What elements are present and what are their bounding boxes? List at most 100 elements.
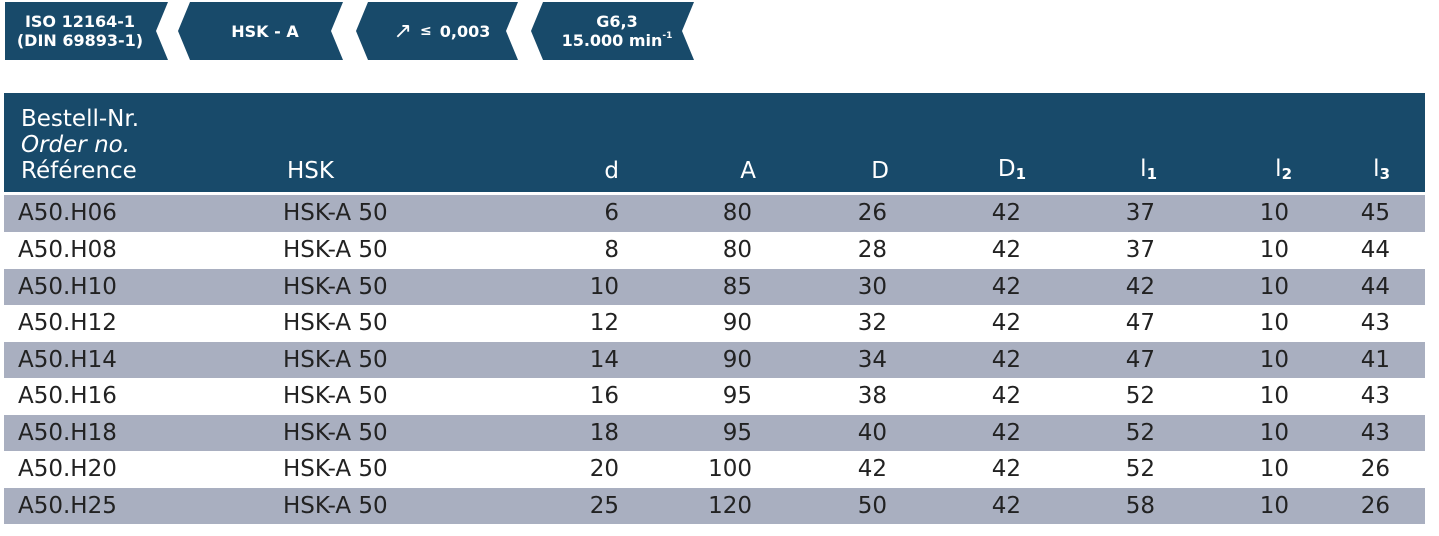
header-l3-label: l: [1373, 156, 1380, 182]
runout-arrow-icon: ↗: [393, 18, 413, 44]
cell-ref: A50.H08: [18, 237, 117, 264]
table-row: A50.H20 HSK-A 50 20 100 42 42 52 10 26: [4, 450, 1425, 487]
cell-D: 32: [857, 310, 887, 337]
header-divider: [4, 192, 1425, 195]
cell-hsk: HSK-A 50: [283, 237, 388, 264]
cell-D1: 42: [991, 346, 1021, 373]
badge-hsk-label: HSK - A: [231, 21, 299, 41]
badge-shape-hsk: [178, 2, 343, 60]
cell-hsk: HSK-A 50: [283, 346, 388, 373]
header-l2-label: l: [1275, 156, 1282, 182]
table-row: A50.H14 HSK-A 50 14 90 34 42 47 10 41: [4, 341, 1425, 378]
cell-D1: 42: [991, 310, 1021, 337]
cell-ref: A50.H25: [18, 492, 117, 519]
table-row: A50.H18 HSK-A 50 18 95 40 42 52 10 43: [4, 414, 1425, 451]
cell-l2: 10: [1259, 273, 1289, 300]
cell-d: 16: [589, 383, 619, 410]
cell-l2: 10: [1259, 346, 1289, 373]
cell-D1: 42: [991, 273, 1021, 300]
cell-D1: 42: [991, 383, 1021, 410]
header-l3: l3: [1373, 156, 1390, 184]
cell-l2: 10: [1259, 492, 1289, 519]
header-l3-sub: 3: [1379, 165, 1390, 183]
cell-d: 20: [589, 456, 619, 483]
table-row: A50.H25 HSK-A 50 25 120 50 42 58 10 26: [4, 487, 1425, 524]
cell-l3: 43: [1360, 310, 1390, 337]
cell-A: 80: [722, 200, 752, 227]
cell-D: 42: [857, 456, 887, 483]
cell-l3: 41: [1360, 346, 1390, 373]
cell-hsk: HSK-A 50: [283, 456, 388, 483]
badge-shapes: [5, 2, 694, 60]
header-l2-sub: 2: [1281, 165, 1292, 183]
cell-l1: 52: [1125, 383, 1155, 410]
header-ref-de: Bestell-Nr.: [21, 106, 140, 132]
cell-d: 12: [589, 310, 619, 337]
cell-l1: 47: [1125, 346, 1155, 373]
cell-l2: 10: [1259, 419, 1289, 446]
cell-D: 30: [857, 273, 887, 300]
cell-l2: 10: [1259, 200, 1289, 227]
cell-ref: A50.H14: [18, 346, 117, 373]
cell-l2: 10: [1259, 310, 1289, 337]
cell-D1: 42: [991, 419, 1021, 446]
table-header: Bestell-Nr. Order no. Référence HSK d A …: [4, 93, 1425, 192]
table-row: A50.H10 HSK-A 50 10 85 30 42 42 10 44: [4, 268, 1425, 305]
cell-D: 40: [857, 419, 887, 446]
balance-speed: 15.000 min-1: [562, 31, 673, 50]
cell-A: 95: [722, 419, 752, 446]
header-d: d: [604, 158, 619, 184]
cell-A: 90: [722, 310, 752, 337]
cell-l1: 52: [1125, 419, 1155, 446]
table-row: A50.H12 HSK-A 50 12 90 32 42 47 10 43: [4, 304, 1425, 341]
cell-D1: 42: [991, 237, 1021, 264]
cell-d: 18: [589, 419, 619, 446]
badge-hsk: HSK - A: [190, 0, 340, 62]
cell-l1: 42: [1125, 273, 1155, 300]
cell-D1: 42: [991, 200, 1021, 227]
table-row: A50.H06 HSK-A 50 6 80 26 42 37 10 45: [4, 195, 1425, 232]
cell-D: 50: [857, 492, 887, 519]
less-equal-symbol: ≤: [420, 22, 432, 39]
table-body: A50.H06 HSK-A 50 6 80 26 42 37 10 45 A50…: [4, 195, 1425, 524]
cell-d: 10: [589, 273, 619, 300]
cell-d: 6: [604, 200, 619, 227]
cell-D: 28: [857, 237, 887, 264]
header-l1-label: l: [1140, 156, 1147, 182]
cell-hsk: HSK-A 50: [283, 273, 388, 300]
header-l1: l1: [1140, 156, 1157, 184]
cell-ref: A50.H12: [18, 310, 117, 337]
runout-value: 0,003: [439, 21, 491, 41]
cell-l3: 44: [1360, 237, 1390, 264]
balance-speed-exponent: -1: [662, 30, 673, 41]
cell-D: 38: [857, 383, 887, 410]
badge-standard-line2: (DIN 69893-1): [16, 31, 144, 50]
cell-D: 34: [857, 346, 887, 373]
badge-balance: G6,3 15.000 min-1: [543, 0, 691, 62]
header-hsk: HSK: [287, 158, 334, 184]
table-row: A50.H08 HSK-A 50 8 80 28 42 37 10 44: [4, 231, 1425, 268]
cell-D1: 42: [991, 492, 1021, 519]
cell-hsk: HSK-A 50: [283, 310, 388, 337]
badge-runout: ↗ ≤ 0,003: [368, 0, 516, 62]
table-row: A50.H16 HSK-A 50 16 95 38 42 52 10 43: [4, 377, 1425, 414]
cell-A: 100: [708, 456, 752, 483]
cell-hsk: HSK-A 50: [283, 419, 388, 446]
badge-standard: ISO 12164-1 (DIN 69893-1): [5, 0, 155, 62]
cell-D1: 42: [991, 456, 1021, 483]
product-table: Bestell-Nr. Order no. Référence HSK d A …: [4, 93, 1425, 524]
balance-grade: G6,3: [596, 12, 638, 31]
cell-hsk: HSK-A 50: [283, 383, 388, 410]
cell-l3: 26: [1360, 492, 1390, 519]
header-ref-fr: Référence: [21, 158, 137, 184]
cell-l1: 37: [1125, 200, 1155, 227]
cell-ref: A50.H16: [18, 383, 117, 410]
cell-l1: 47: [1125, 310, 1155, 337]
cell-l1: 58: [1125, 492, 1155, 519]
cell-l2: 10: [1259, 456, 1289, 483]
cell-d: 14: [589, 346, 619, 373]
badge-shape-balance: [531, 2, 694, 60]
cell-l2: 10: [1259, 383, 1289, 410]
cell-l2: 10: [1259, 237, 1289, 264]
header-order-no: Bestell-Nr. Order no. Référence: [21, 106, 139, 184]
